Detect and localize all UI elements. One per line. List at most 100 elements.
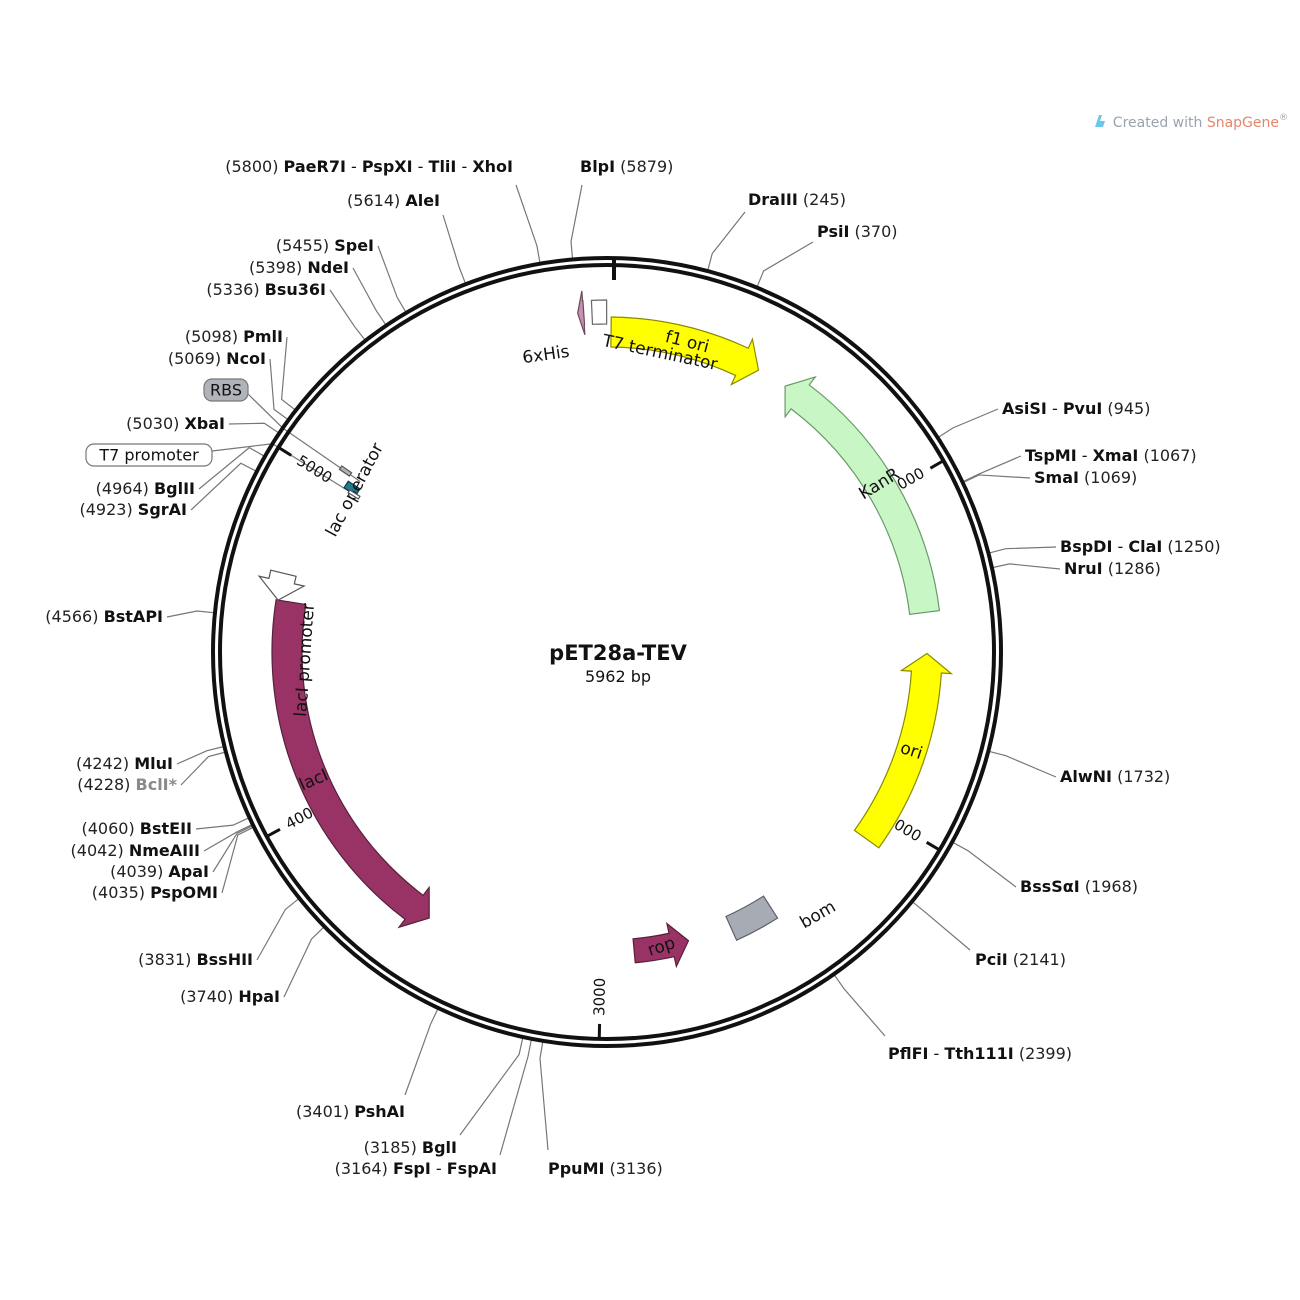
site-leader bbox=[329, 289, 366, 342]
credit-prefix: Created with bbox=[1112, 115, 1207, 131]
site-name: PvuI bbox=[1063, 399, 1103, 418]
site-pshai[interactable]: (3401) PshAI bbox=[296, 1102, 405, 1121]
site-name: ApaI bbox=[168, 862, 209, 881]
site-name: AlwNI bbox=[1060, 767, 1112, 786]
site-position: (4923) bbox=[80, 500, 138, 519]
site-position: (4042) bbox=[71, 841, 129, 860]
site-position: (5614) bbox=[347, 191, 405, 210]
site-apai[interactable]: (4039) ApaI bbox=[110, 862, 209, 881]
feature-laci-promoter[interactable] bbox=[257, 569, 306, 601]
site-name: PspXI bbox=[362, 157, 413, 176]
site-name: HpaI bbox=[238, 987, 280, 1006]
site-name: BglI bbox=[422, 1138, 457, 1157]
site-name: DraIII bbox=[748, 190, 798, 209]
site-leader bbox=[198, 446, 266, 490]
site-asisi-pvui[interactable]: AsiSI - PvuI (945) bbox=[1002, 399, 1150, 418]
site-mlui[interactable]: (4242) MluI bbox=[76, 754, 173, 773]
site-position: (3831) bbox=[138, 950, 196, 969]
site-name: AsiSI bbox=[1002, 399, 1047, 418]
site-ndei[interactable]: (5398) NdeI bbox=[249, 258, 349, 277]
site-leader bbox=[203, 823, 253, 852]
feature-t7-terminator[interactable] bbox=[590, 299, 608, 325]
site-name: PaeR7I bbox=[284, 157, 346, 176]
site-leader bbox=[911, 900, 971, 951]
site-hpai[interactable]: (3740) HpaI bbox=[180, 987, 280, 1006]
site-name: ClaI bbox=[1128, 537, 1162, 556]
site-leader bbox=[833, 973, 886, 1037]
feature-t7-promoter-box[interactable] bbox=[347, 489, 361, 500]
site-nmeaiii[interactable]: (4042) NmeAIII bbox=[71, 841, 200, 860]
site-name: Tth111I bbox=[944, 1044, 1013, 1063]
site-xbai[interactable]: (5030) XbaI bbox=[126, 414, 225, 433]
site-position: (4060) bbox=[82, 819, 140, 838]
site-bglii[interactable]: (4964) BglII bbox=[96, 479, 195, 498]
site-name: BglII bbox=[154, 479, 195, 498]
site-bgli[interactable]: (3185) BglI bbox=[364, 1138, 457, 1157]
feature-rbs-box[interactable] bbox=[338, 465, 353, 477]
site-name: NcoI bbox=[226, 349, 266, 368]
feature-ori[interactable] bbox=[853, 652, 954, 849]
site-name: PflFI bbox=[888, 1044, 928, 1063]
site-sep: - bbox=[346, 157, 362, 176]
feature-label-6xhis: 6xHis bbox=[521, 342, 571, 368]
site-position: (945) bbox=[1102, 399, 1150, 418]
feature-bom[interactable] bbox=[725, 895, 779, 941]
site-fspi-fspai[interactable]: (3164) FspI - FspAI bbox=[335, 1159, 497, 1178]
site-sgrai[interactable]: (4923) SgrAI bbox=[80, 500, 188, 519]
site-sep: - bbox=[1112, 537, 1128, 556]
site-name: PciI bbox=[975, 950, 1008, 969]
feature-laci[interactable] bbox=[271, 599, 430, 929]
site-ppumi[interactable]: PpuMI (3136) bbox=[548, 1159, 663, 1178]
site-name: PshAI bbox=[354, 1102, 405, 1121]
site-bstapi[interactable]: (4566) BstAPI bbox=[45, 607, 163, 626]
site-name: AleI bbox=[405, 191, 440, 210]
site-pflfi-tth111i[interactable]: PflFI - Tth111I (2399) bbox=[888, 1044, 1072, 1063]
site-paer7i-pspxi-tlii-xhoi[interactable]: (5800) PaeR7I - PspXI - TliI - XhoI bbox=[225, 157, 513, 176]
feature-kanr[interactable] bbox=[784, 375, 941, 615]
tick-mark-4000 bbox=[266, 828, 281, 838]
site-blpi[interactable]: BlpI (5879) bbox=[580, 157, 673, 176]
site-pmli[interactable]: (5098) PmlI bbox=[185, 327, 283, 346]
site-alwni[interactable]: AlwNI (1732) bbox=[1060, 767, 1170, 786]
site-name: BlpI bbox=[580, 157, 615, 176]
site-leader bbox=[212, 824, 254, 873]
feature-label-lac-operator: lac operator bbox=[322, 440, 388, 540]
site-bsshii[interactable]: (3831) BssHII bbox=[138, 950, 253, 969]
site-tspmi-xmai[interactable]: TspMI - XmaI (1067) bbox=[1025, 446, 1197, 465]
site-bsss-i[interactable]: BssSαI (1968) bbox=[1020, 877, 1138, 896]
site-position: (4964) bbox=[96, 479, 154, 498]
site-pspomi[interactable]: (4035) PspOMI bbox=[92, 883, 218, 902]
feature-6xhis[interactable] bbox=[577, 290, 586, 335]
site-sep: - bbox=[928, 1044, 944, 1063]
site-bspdi-clai[interactable]: BspDI - ClaI (1250) bbox=[1060, 537, 1221, 556]
site-alei[interactable]: (5614) AleI bbox=[347, 191, 440, 210]
site-leader bbox=[991, 563, 1061, 570]
site-sep: - bbox=[1077, 446, 1093, 465]
site-psii[interactable]: PsiI (370) bbox=[817, 222, 898, 241]
site-smai[interactable]: SmaI (1069) bbox=[1034, 468, 1137, 487]
site-position: (5336) bbox=[206, 280, 264, 299]
feature-f1-ori[interactable] bbox=[610, 316, 760, 386]
site-draiii[interactable]: DraIII (245) bbox=[748, 190, 846, 209]
plasmid-center-label: pET28a-TEV 5962 bp bbox=[549, 641, 687, 686]
tick-label-3000: 3000 bbox=[590, 978, 609, 1017]
site-name: SpeI bbox=[334, 236, 374, 255]
site-leader bbox=[962, 455, 1022, 483]
feature-label-bom: bom bbox=[797, 897, 840, 933]
site-spei[interactable]: (5455) SpeI bbox=[276, 236, 374, 255]
site-bcli[interactable]: (4228) BclI* bbox=[77, 775, 177, 794]
site-position: (3136) bbox=[604, 1159, 662, 1178]
site-sep: - bbox=[431, 1159, 447, 1178]
site-bsteii[interactable]: (4060) BstEII bbox=[82, 819, 193, 838]
site-pcii[interactable]: PciI (2141) bbox=[975, 950, 1066, 969]
site-leader bbox=[756, 241, 814, 288]
site-bsu36i[interactable]: (5336) Bsu36I bbox=[206, 280, 326, 299]
site-nrui[interactable]: NruI (1286) bbox=[1064, 559, 1161, 578]
site-ncoi[interactable]: (5069) NcoI bbox=[168, 349, 266, 368]
site-position: (3401) bbox=[296, 1102, 354, 1121]
site-name: NruI bbox=[1064, 559, 1103, 578]
feature-rop[interactable] bbox=[632, 921, 690, 969]
site-leader bbox=[442, 214, 467, 285]
site-position: (3185) bbox=[364, 1138, 422, 1157]
